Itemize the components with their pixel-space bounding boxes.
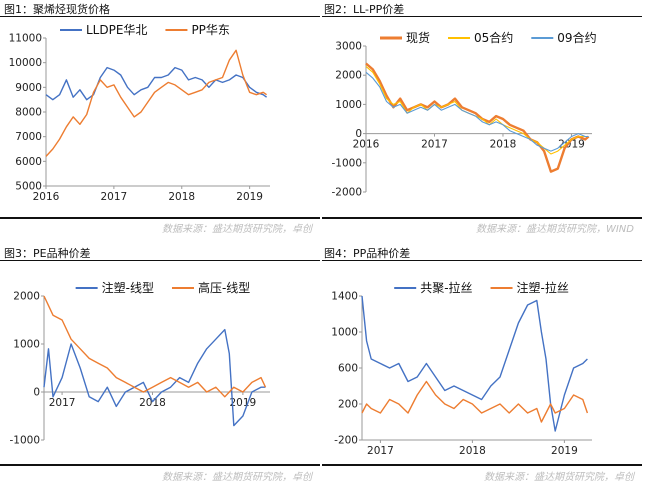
x-tick-label: 2017 [101, 191, 128, 203]
x-tick-label: 2017 [49, 397, 76, 409]
series-line-2 [365, 65, 589, 155]
title-rule [0, 16, 320, 17]
y-tick-label: -1000 [331, 157, 362, 169]
panel-fig2: 图2：LL-PP价差 -2000 -1000 0 1000 2000 3000 2016 20… [322, 0, 642, 244]
chart-fig4: -200 200 600 1000 1400 2017 2018 2019 共聚-拉丝 注塑-拉丝 [331, 280, 592, 457]
source-note: 数据来源：盛达期货研究院，卓创 [484, 472, 634, 483]
panel-title: 图4：PP品种价差 [324, 247, 411, 260]
y-tick-label: 6000 [15, 156, 42, 168]
chart-fig1: 5000 6000 7000 8000 9000 10000 11000 2016 2017 20… [9, 23, 270, 203]
panel-fig1: 图1：聚烯烃现货价格 5000 6000 7000 8000 9000 10000 1100… [0, 0, 320, 244]
series-line-2 [45, 49, 268, 157]
series-line-2 [43, 295, 267, 398]
source-note: 数据来源：盛达期货研究院，WIND [475, 224, 634, 235]
x-tick-label: 2018 [139, 397, 166, 409]
bottom-rule [322, 217, 642, 219]
y-tick-label: -200 [334, 435, 358, 447]
title-rule [322, 16, 642, 17]
y-tick-label: 9000 [15, 82, 42, 94]
legend-label: PP华东 [191, 23, 229, 37]
source-note: 数据来源：盛达期货研究院，卓创 [162, 472, 312, 483]
y-tick-label: 1000 [335, 99, 362, 111]
series-line-1 [45, 66, 268, 101]
x-tick-label: 2018 [490, 139, 517, 151]
panel-fig4: 图4：PP品种价差 -200 200 600 1000 1400 2017 2018 2019… [322, 244, 642, 488]
legend-label: 现货 [406, 30, 430, 45]
panel-title: 图1：聚烯烃现货价格 [4, 3, 110, 16]
y-tick-label: -2000 [331, 187, 362, 199]
series-line-3 [365, 71, 589, 152]
legend-label: 注塑-拉丝 [517, 280, 569, 295]
y-tick-label: -1000 [9, 435, 40, 447]
panel-title: 图2：LL-PP价差 [324, 3, 405, 16]
y-tick-label: 3000 [335, 41, 362, 53]
y-tick-label: 8000 [15, 107, 42, 119]
x-tick-label: 2018 [168, 191, 195, 203]
source-note: 数据来源：盛达期货研究院，卓创 [162, 224, 312, 235]
series-line-1 [43, 328, 266, 427]
y-tick-label: 10000 [9, 57, 42, 69]
y-tick-label: 600 [338, 363, 358, 375]
y-tick-label: 1000 [331, 327, 358, 339]
y-tick-label: 2000 [335, 70, 362, 82]
title-rule [0, 260, 320, 261]
legend-label: 05合约 [474, 30, 513, 45]
y-tick-label: 2000 [13, 291, 40, 303]
x-tick-label: 2016 [33, 191, 60, 203]
bottom-rule [0, 217, 320, 219]
legend-label: 注塑-线型 [102, 280, 154, 295]
x-tick-label: 2019 [236, 191, 263, 203]
x-tick-label: 2017 [367, 445, 394, 457]
x-tick-label: 2017 [421, 139, 448, 151]
y-tick-label: 0 [355, 128, 362, 140]
x-tick-label: 2019 [551, 445, 578, 457]
y-tick-label: 11000 [9, 33, 42, 45]
series-line-1 [361, 295, 588, 432]
legend-label: LLDPE华北 [86, 23, 147, 37]
series-line-1 [365, 62, 590, 173]
x-tick-label: 2018 [459, 445, 486, 457]
y-tick-label: 5000 [15, 181, 42, 193]
y-tick-label: 1400 [331, 291, 358, 303]
y-tick-label: 0 [33, 387, 40, 399]
bottom-rule [0, 464, 320, 466]
x-tick-label: 2019 [230, 397, 257, 409]
chart-fig3: -1000 0 1000 2000 2017 2018 2019 注塑-线型 高压-线型 [9, 280, 270, 447]
legend-label: 09合约 [557, 30, 596, 45]
y-tick-label: 200 [338, 399, 358, 411]
legend-label: 共聚-拉丝 [420, 280, 472, 295]
y-tick-label: 1000 [13, 339, 40, 351]
bottom-rule [322, 464, 642, 466]
legend-label: 高压-线型 [198, 280, 250, 295]
x-tick-label: 2016 [353, 139, 380, 151]
panel-fig3: 图3：PE品种价差 -1000 0 1000 2000 2017 2018 2019 注塑-线… [0, 244, 320, 488]
panel-title: 图3：PE品种价差 [4, 247, 91, 260]
y-tick-label: 7000 [15, 131, 42, 143]
series-line-2 [361, 380, 589, 423]
title-rule [322, 260, 642, 261]
